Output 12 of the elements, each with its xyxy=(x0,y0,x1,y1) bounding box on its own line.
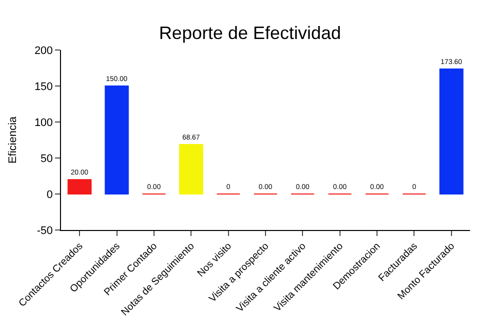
bar xyxy=(104,86,129,194)
y-tick-label: 150 xyxy=(34,80,53,93)
y-tick-label: 50 xyxy=(40,152,53,165)
bar xyxy=(439,68,464,194)
y-axis-title: Eficiencia xyxy=(7,116,20,164)
chart-title: Reporte de Efectividad xyxy=(158,23,342,43)
y-tick-label: 100 xyxy=(34,116,53,129)
bar xyxy=(68,179,92,194)
y-tick-label: -50 xyxy=(36,224,53,237)
bar xyxy=(179,144,204,194)
y-tick-label: 200 xyxy=(34,44,53,57)
y-tick-label: 0 xyxy=(46,188,53,201)
